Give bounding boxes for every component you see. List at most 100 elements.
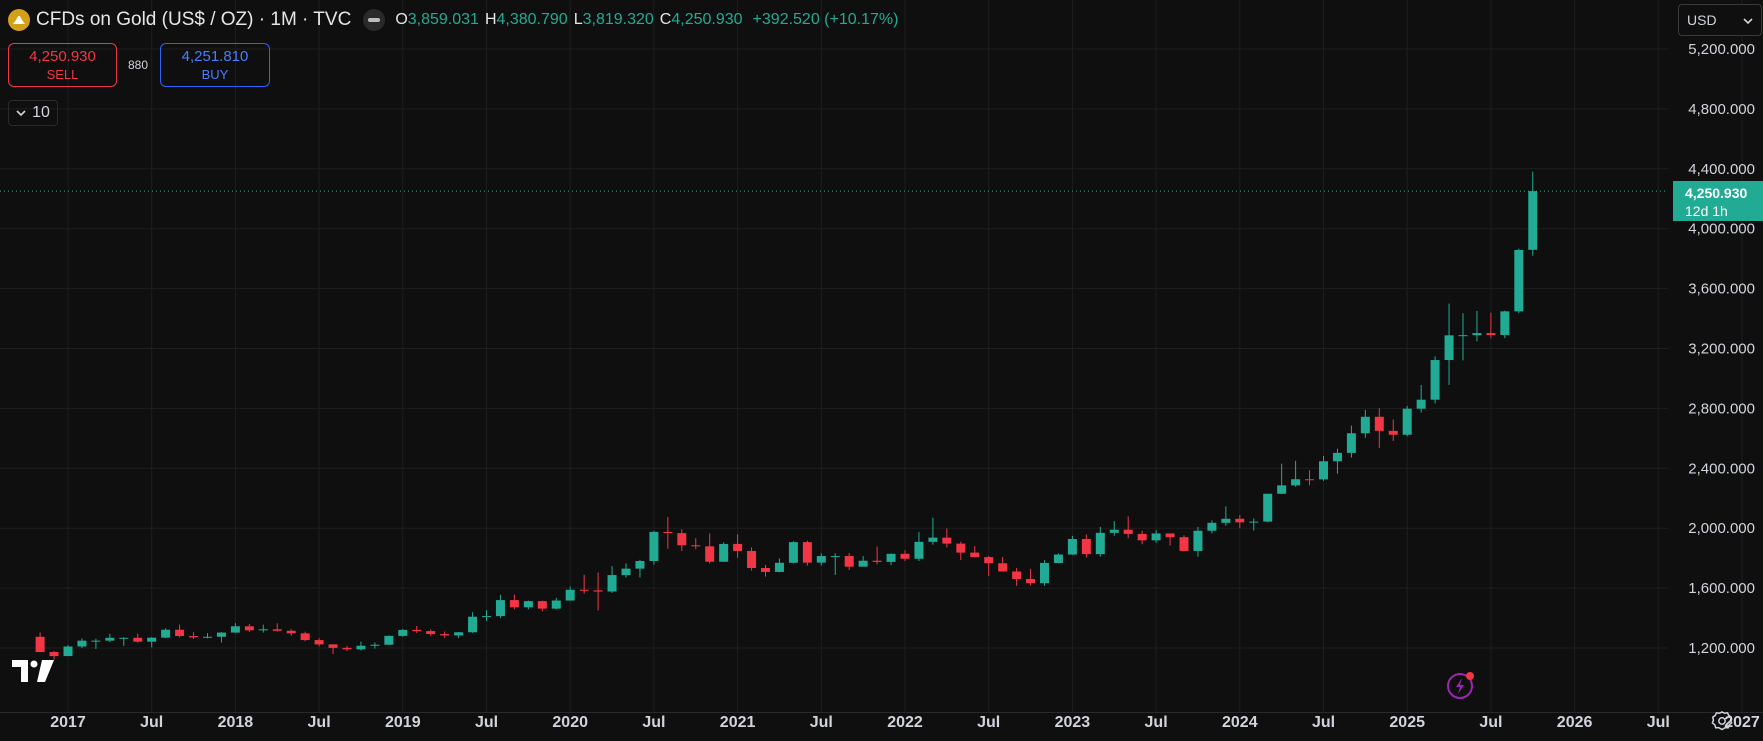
candle-body[interactable] <box>328 644 338 648</box>
candle-body[interactable] <box>440 634 450 636</box>
candle-body[interactable] <box>272 629 282 631</box>
candle-body[interactable] <box>1109 529 1119 533</box>
candle-body[interactable] <box>230 626 240 633</box>
candle-body[interactable] <box>816 556 826 563</box>
candle-body[interactable] <box>691 545 701 547</box>
candle-body[interactable] <box>1123 529 1133 534</box>
buy-button[interactable]: 4,251.810 BUY <box>160 43 270 87</box>
candle-body[interactable] <box>1346 433 1356 453</box>
candle-body[interactable] <box>384 635 394 645</box>
candle-body[interactable] <box>593 590 603 592</box>
candle-body[interactable] <box>551 600 561 609</box>
candle-body[interactable] <box>1165 533 1175 538</box>
visibility-toggle-icon[interactable] <box>363 9 386 31</box>
candle-body[interactable] <box>1249 521 1259 523</box>
candle-body[interactable] <box>1472 333 1482 336</box>
candle-body[interactable] <box>1026 578 1036 584</box>
candle-body[interactable] <box>258 629 268 631</box>
candle-body[interactable] <box>872 560 882 562</box>
candle-body[interactable] <box>942 537 952 544</box>
candle-body[interactable] <box>663 531 673 534</box>
candle-body[interactable] <box>844 556 854 567</box>
candle-body[interactable] <box>105 637 115 641</box>
candle-body[interactable] <box>802 542 812 563</box>
candle-body[interactable] <box>1388 430 1398 435</box>
candle-body[interactable] <box>1179 537 1189 551</box>
candle-body[interactable] <box>1430 360 1440 400</box>
candle-body[interactable] <box>370 644 380 646</box>
symbol-title[interactable]: CFDs on Gold (US$ / OZ) · 1M · TVC <box>36 9 352 30</box>
candle-body[interactable] <box>537 601 547 609</box>
candle-body[interactable] <box>1235 518 1245 523</box>
tradingview-logo-icon[interactable] <box>12 660 54 687</box>
candle-body[interactable] <box>300 633 310 641</box>
candle-body[interactable] <box>830 556 840 558</box>
candle-body[interactable] <box>733 543 743 551</box>
candle-body[interactable] <box>621 568 631 576</box>
candle-body[interactable] <box>1053 554 1063 563</box>
candle-body[interactable] <box>1402 408 1412 435</box>
candle-body[interactable] <box>523 601 533 608</box>
candle-body[interactable] <box>649 531 659 561</box>
candle-body[interactable] <box>1458 335 1468 337</box>
candle-body[interactable] <box>161 629 171 638</box>
sell-button[interactable]: 4,250.930 SELL <box>8 43 117 87</box>
candle-body[interactable] <box>509 600 519 608</box>
candle-body[interactable] <box>63 646 73 657</box>
candle-body[interactable] <box>788 542 798 563</box>
candle-body[interactable] <box>1291 479 1301 486</box>
candle-body[interactable] <box>1486 333 1496 336</box>
candle-body[interactable] <box>91 640 101 642</box>
candle-body[interactable] <box>1263 493 1273 522</box>
candle-body[interactable] <box>1151 533 1161 541</box>
candle-body[interactable] <box>956 543 966 553</box>
candle-body[interactable] <box>216 632 226 637</box>
candle-body[interactable] <box>77 640 87 647</box>
candle-body[interactable] <box>970 552 980 558</box>
candle-body[interactable] <box>356 645 366 650</box>
candle-body[interactable] <box>1040 562 1049 584</box>
candle-body[interactable] <box>719 543 729 562</box>
gear-icon[interactable] <box>1711 710 1733 737</box>
candle-body[interactable] <box>203 636 212 638</box>
candle-body[interactable] <box>1444 335 1454 361</box>
candle-body[interactable] <box>412 629 422 632</box>
candle-body[interactable] <box>1221 518 1231 523</box>
candle-body[interactable] <box>984 557 994 564</box>
candle-body[interactable] <box>928 537 938 542</box>
candle-body[interactable] <box>1514 249 1524 312</box>
candle-body[interactable] <box>1500 311 1510 336</box>
candle-body[interactable] <box>1305 479 1315 481</box>
candle-body[interactable] <box>565 589 575 601</box>
candle-body[interactable] <box>1207 522 1217 531</box>
candle-body[interactable] <box>1137 533 1147 541</box>
candle-body[interactable] <box>607 575 617 592</box>
candle-body[interactable] <box>1277 485 1287 494</box>
candle-body[interactable] <box>175 629 185 637</box>
candle-body[interactable] <box>244 626 254 631</box>
candle-body[interactable] <box>1332 452 1342 462</box>
candle-body[interactable] <box>482 616 491 618</box>
candle-body[interactable] <box>761 568 770 572</box>
candle-body[interactable] <box>705 546 715 562</box>
candle-body[interactable] <box>858 560 868 567</box>
candle-body[interactable] <box>747 550 757 569</box>
candle-body[interactable] <box>1095 532 1105 555</box>
candle-body[interactable] <box>35 636 45 653</box>
currency-select[interactable]: USD <box>1678 4 1762 36</box>
candle-body[interactable] <box>1360 416 1370 434</box>
candle-body[interactable] <box>454 632 464 636</box>
candle-body[interactable] <box>147 637 157 642</box>
candle-body[interactable] <box>914 541 924 559</box>
candle-body[interactable] <box>1528 191 1538 250</box>
candle-body[interactable] <box>1416 399 1426 409</box>
candle-body[interactable] <box>286 630 296 634</box>
candle-body[interactable] <box>468 616 478 633</box>
candle-body[interactable] <box>886 553 896 562</box>
candle-body[interactable] <box>1193 530 1203 551</box>
candle-body[interactable] <box>342 647 352 650</box>
candle-body[interactable] <box>1081 538 1091 555</box>
candle-body[interactable] <box>677 533 687 546</box>
candle-body[interactable] <box>426 631 436 635</box>
